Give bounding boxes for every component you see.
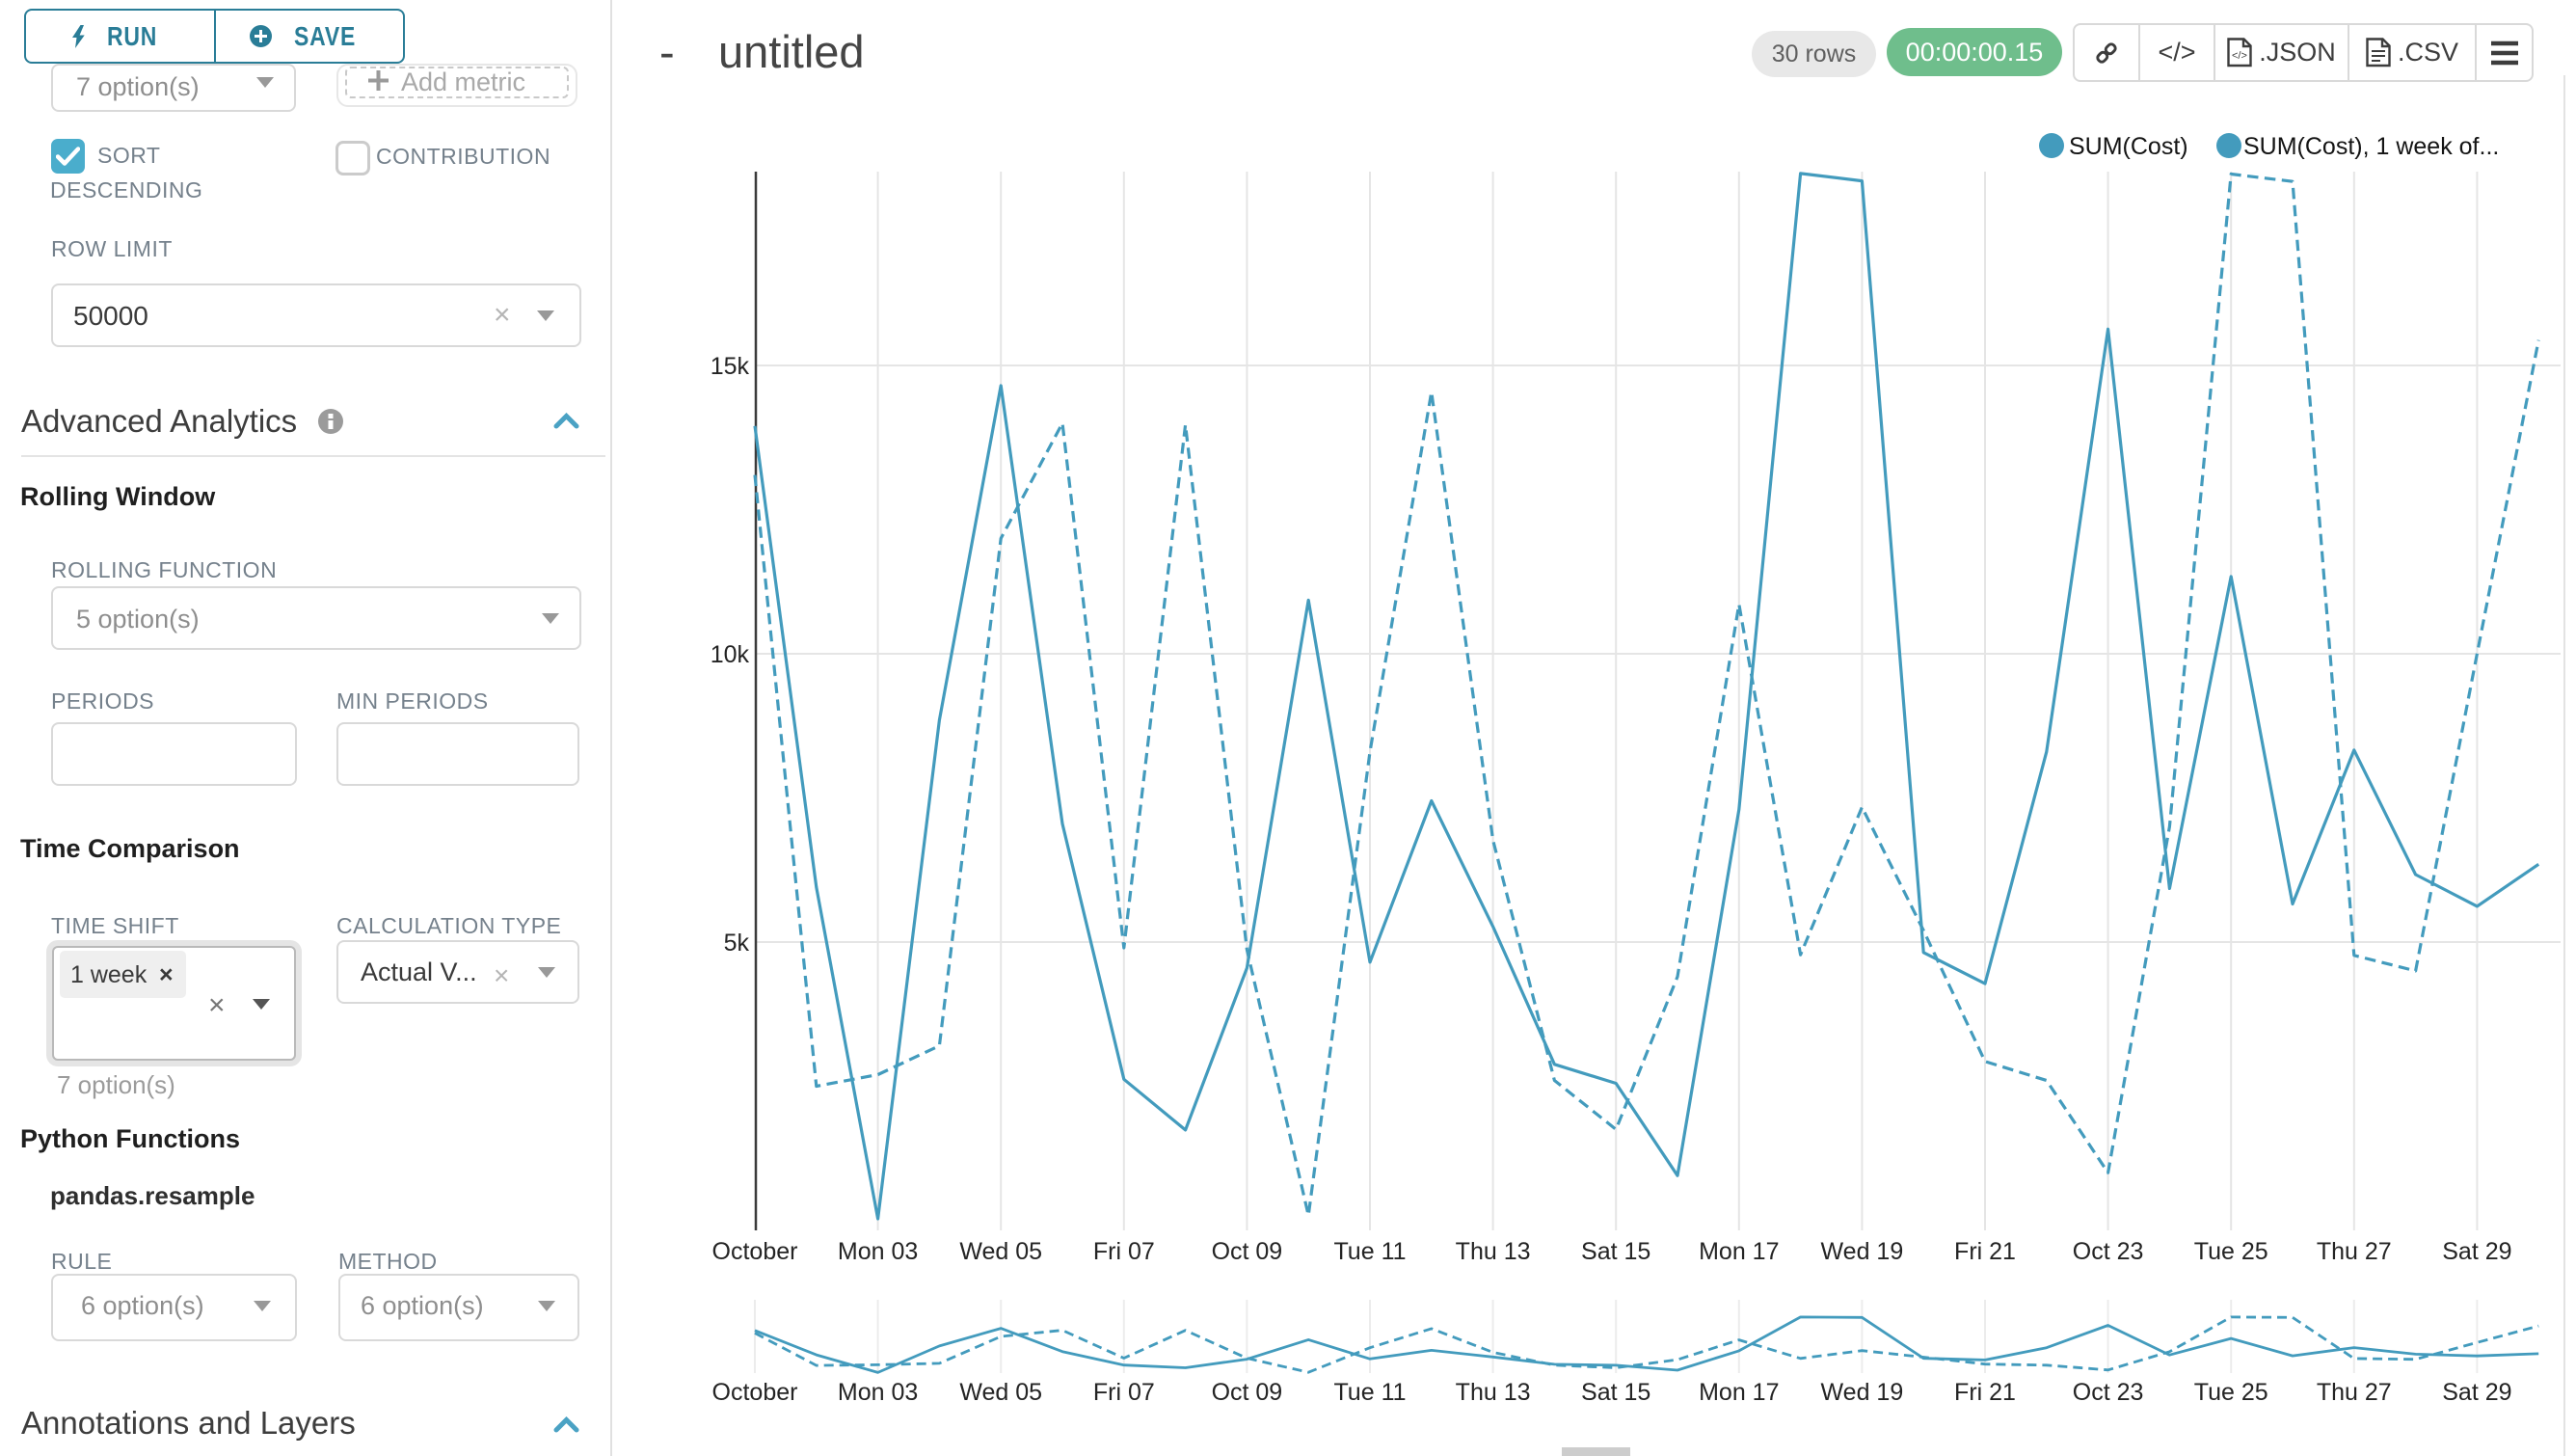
- svg-text:Mon 03: Mon 03: [838, 1238, 918, 1265]
- svg-text:Oct 09: Oct 09: [1212, 1379, 1283, 1406]
- svg-text:Thu 13: Thu 13: [1456, 1379, 1531, 1406]
- svg-text:Mon 17: Mon 17: [1699, 1379, 1779, 1406]
- svg-text:Mon 17: Mon 17: [1699, 1238, 1779, 1265]
- svg-text:Fri 21: Fri 21: [1954, 1238, 2016, 1265]
- svg-text:Oct 09: Oct 09: [1212, 1238, 1283, 1265]
- svg-text:5k: 5k: [724, 930, 750, 957]
- svg-text:Sat 29: Sat 29: [2442, 1379, 2511, 1406]
- svg-text:Sat 15: Sat 15: [1581, 1238, 1650, 1265]
- svg-text:Oct 23: Oct 23: [2073, 1379, 2144, 1406]
- svg-text:Tue 11: Tue 11: [1333, 1379, 1406, 1406]
- svg-text:Thu 13: Thu 13: [1456, 1238, 1531, 1265]
- svg-text:SUM(Cost), 1 week of...: SUM(Cost), 1 week of...: [2243, 133, 2499, 160]
- svg-text:Tue 25: Tue 25: [2194, 1379, 2268, 1406]
- svg-text:Thu 27: Thu 27: [2317, 1379, 2392, 1406]
- svg-text:Sat 29: Sat 29: [2442, 1238, 2511, 1265]
- svg-text:Wed 05: Wed 05: [959, 1379, 1042, 1406]
- svg-text:Sat 15: Sat 15: [1581, 1379, 1650, 1406]
- svg-text:Tue 25: Tue 25: [2194, 1238, 2268, 1265]
- svg-text:Fri 07: Fri 07: [1093, 1238, 1155, 1265]
- svg-text:SUM(Cost): SUM(Cost): [2069, 133, 2188, 160]
- svg-text:October: October: [712, 1238, 798, 1265]
- svg-text:Mon 03: Mon 03: [838, 1379, 918, 1406]
- svg-text:Wed 19: Wed 19: [1821, 1238, 1904, 1265]
- svg-text:10k: 10k: [711, 641, 750, 668]
- svg-text:October: October: [712, 1379, 798, 1406]
- svg-text:Wed 05: Wed 05: [959, 1238, 1042, 1265]
- svg-text:</>: </>: [2232, 50, 2247, 62]
- svg-text:Thu 27: Thu 27: [2317, 1238, 2392, 1265]
- svg-text:Fri 07: Fri 07: [1093, 1379, 1155, 1406]
- svg-text:Fri 21: Fri 21: [1954, 1379, 2016, 1406]
- svg-text:15k: 15k: [711, 353, 750, 380]
- svg-text:Wed 19: Wed 19: [1821, 1379, 1904, 1406]
- svg-text:Tue 11: Tue 11: [1333, 1238, 1406, 1265]
- svg-text:Oct 23: Oct 23: [2073, 1238, 2144, 1265]
